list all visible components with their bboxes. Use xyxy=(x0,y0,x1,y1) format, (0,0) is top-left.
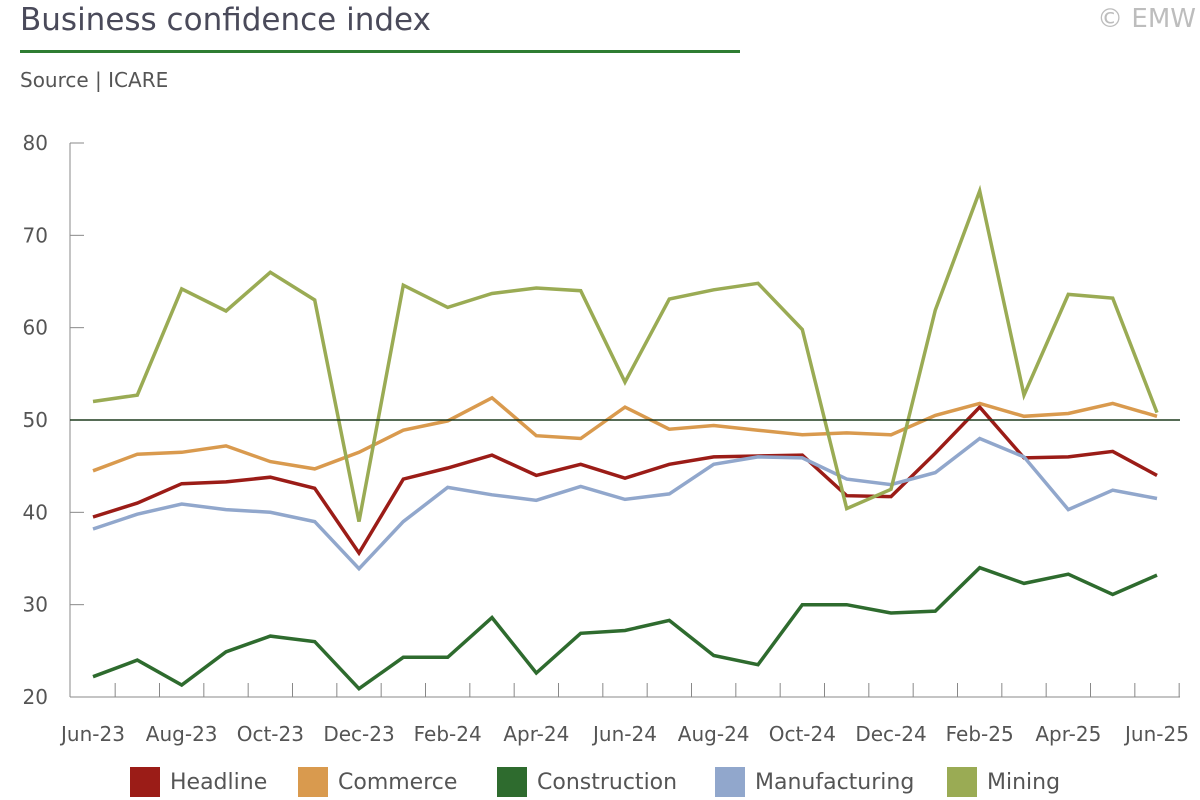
legend-label: Construction xyxy=(537,769,678,795)
chart-legend: Headline Commerce Construction Manufacturin… xyxy=(0,764,1200,800)
x-tick-label: Dec-24 xyxy=(855,722,926,746)
x-tick-label: Oct-23 xyxy=(237,722,304,746)
series-line-commerce xyxy=(92,395,1158,473)
y-tick-label: 40 xyxy=(23,500,48,524)
legend-label: Mining xyxy=(987,769,1061,795)
y-tick-label: 60 xyxy=(23,316,48,340)
legend-label: Commerce xyxy=(338,769,458,795)
legend-item-headline: Headline xyxy=(130,764,267,800)
y-tick-label: 70 xyxy=(23,223,48,247)
x-tick-label: Aug-24 xyxy=(678,722,750,746)
x-tick-label: Feb-24 xyxy=(414,722,482,746)
chart-title: Business confidence index xyxy=(20,2,431,38)
line-chart: 20 30 40 50 60 70 80 Jun-23 Aug-23 Oct-23 Dec-23 Fe… xyxy=(23,131,1189,746)
chart-series xyxy=(92,184,1159,692)
legend-swatch xyxy=(497,767,527,797)
legend-item-commerce: Commerce xyxy=(298,764,457,800)
legend-item-manufacturing: Manufacturing xyxy=(715,764,914,800)
x-tick-label: Jun-24 xyxy=(591,722,657,746)
source-text: Source | ICARE xyxy=(20,68,169,92)
x-tick-label: Apr-24 xyxy=(503,722,569,746)
series-line-construction xyxy=(92,565,1158,692)
x-tick-label: Feb-25 xyxy=(946,722,1014,746)
x-tick-label: Apr-25 xyxy=(1035,722,1101,746)
legend-label: Headline xyxy=(170,769,268,795)
legend-swatch xyxy=(298,767,328,797)
x-tick-label: Dec-23 xyxy=(323,722,394,746)
x-tick-label: Jun-23 xyxy=(59,722,125,746)
legend-swatch xyxy=(715,767,745,797)
series-line-mining xyxy=(92,184,1159,522)
x-tick-label: Jun-25 xyxy=(1123,722,1189,746)
x-tick-label: Aug-23 xyxy=(146,722,218,746)
series-line-manufacturing xyxy=(92,436,1158,572)
copyright-text: © EMW xyxy=(1097,4,1196,34)
y-tick-label: 80 xyxy=(23,131,48,155)
legend-label: Manufacturing xyxy=(755,769,915,795)
x-tick-label: Oct-24 xyxy=(769,722,836,746)
legend-item-construction: Construction xyxy=(497,764,677,800)
title-underline xyxy=(20,50,740,53)
legend-item-mining: Mining xyxy=(947,764,1060,800)
legend-swatch xyxy=(947,767,977,797)
y-tick-label: 30 xyxy=(23,593,48,617)
y-tick-label: 50 xyxy=(23,408,48,432)
series-line-headline xyxy=(92,404,1158,557)
legend-swatch xyxy=(130,767,160,797)
chart-axes: 20 30 40 50 60 70 80 Jun-23 Aug-23 Oct-23 Dec-23 Fe… xyxy=(23,131,1189,746)
y-tick-label: 20 xyxy=(23,685,48,709)
